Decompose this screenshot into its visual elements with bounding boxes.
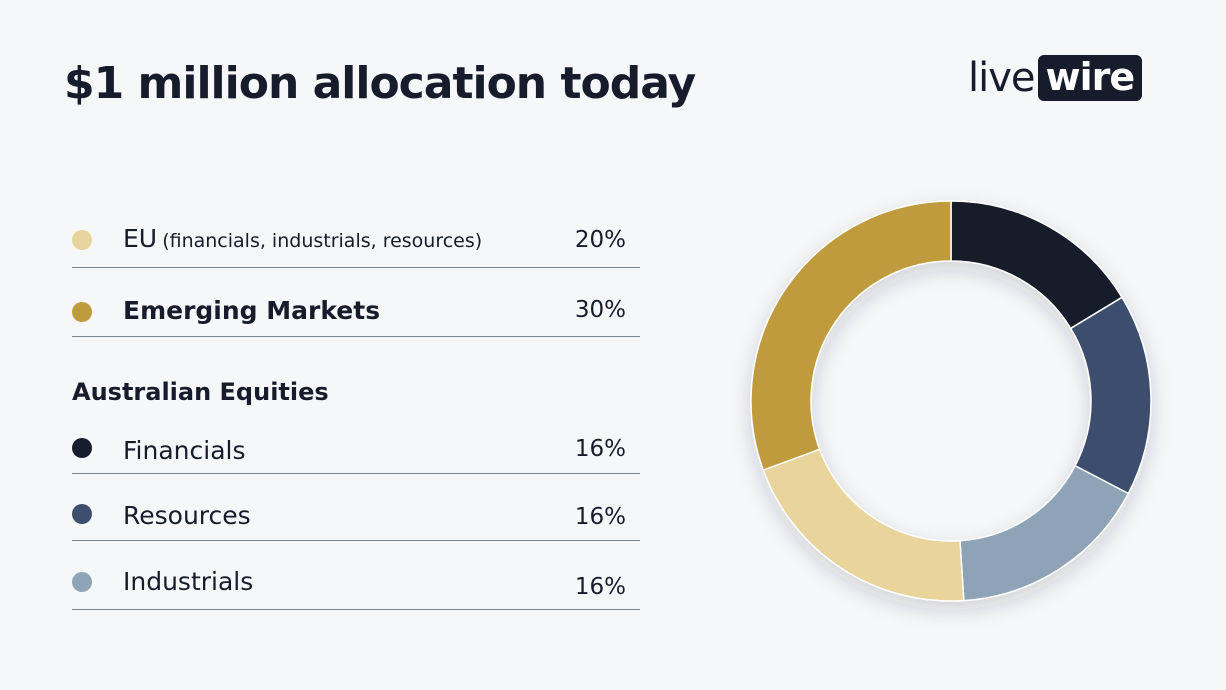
legend-label-eu-sub: (financials, industrials, resources) <box>162 230 483 252</box>
legend-label-resources: Resources <box>123 501 251 530</box>
legend-label-eu-main: EU <box>123 224 158 253</box>
legend-label-financials: Financials <box>123 436 246 465</box>
legend-swatch-financials <box>72 438 92 458</box>
legend-swatch-eu <box>72 230 92 250</box>
donut-slice-eu <box>762 448 965 602</box>
legend-value-industrials: 16% <box>574 574 626 600</box>
legend-label-eu: EU (financials, industrials, resources) <box>123 224 482 253</box>
legend-swatch-emerging-markets <box>72 302 92 322</box>
livewire-logo: live wire <box>968 54 1143 102</box>
legend-value-financials: 16% <box>574 436 626 462</box>
legend-value-resources: 16% <box>574 504 626 530</box>
donut-slice-financials <box>950 200 1124 330</box>
page-title: $1 million allocation today <box>64 58 696 109</box>
legend-item-eu: EU (financials, industrials, resources) … <box>72 218 640 268</box>
legend-label-industrials: Industrials <box>123 567 254 596</box>
legend-value-emerging-markets: 30% <box>574 297 626 323</box>
legend-label-emerging-markets: Emerging Markets <box>123 296 381 325</box>
legend-value-eu: 20% <box>574 227 626 253</box>
donut-slice-emerging <box>750 200 952 472</box>
legend-item-resources: Resources 16% <box>72 492 640 541</box>
section-heading-australian-equities: Australian Equities <box>72 378 329 406</box>
logo-text-wire: wire <box>1037 55 1143 101</box>
donut-slice-resources <box>1069 296 1152 495</box>
donut-chart <box>750 200 1152 602</box>
logo-text-live: live <box>968 55 1036 101</box>
donut-slice-industrials <box>959 464 1130 602</box>
legend-item-emerging-markets: Emerging Markets 30% <box>72 290 640 337</box>
donut-slices <box>750 200 1152 602</box>
legend-item-financials: Financials 16% <box>72 426 640 474</box>
legend-item-industrials: Industrials 16% <box>72 560 640 610</box>
legend-swatch-resources <box>72 504 92 524</box>
legend-swatch-industrials <box>72 572 92 592</box>
